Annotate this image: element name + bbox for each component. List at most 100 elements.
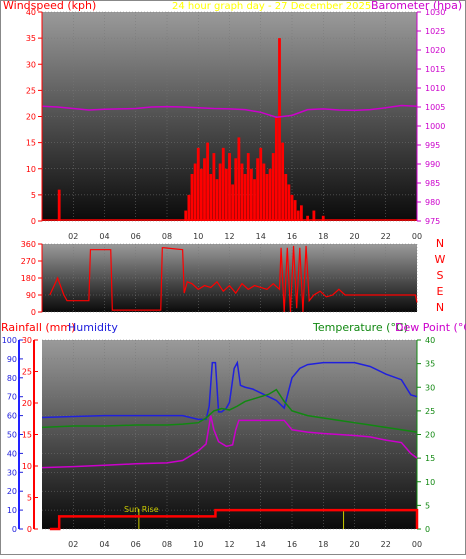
wind-y-tick-label: 15 [26, 139, 36, 148]
humidity-tick-label: 100 [2, 336, 17, 345]
temp-y-ticks: 0 5 10 15 20 25 30 35 40 [416, 336, 435, 534]
baro-y-tick-label: 975 [425, 217, 440, 226]
rain-tick-label: 20 [22, 399, 32, 408]
baro-y-tick-label: 1025 [425, 27, 445, 36]
wind-bar [268, 168, 272, 221]
wind-bar [293, 200, 297, 221]
dewpoint-axis-label: Dew Point (°C) [395, 321, 466, 334]
humidity-tick-label: 20 [7, 487, 17, 496]
wind-bar [184, 210, 188, 221]
wind-bar [209, 173, 213, 221]
temp-tick-label: 30 [425, 383, 435, 392]
baro-y-tick-label: 1000 [425, 122, 445, 131]
temp-x-tick-label: 14 [256, 540, 266, 549]
baro-y-tick-label: 1005 [425, 103, 445, 112]
wind-bar [253, 179, 256, 221]
baro-y-tick-label: 990 [425, 160, 440, 169]
temp-x-tick-label: 18 [318, 540, 328, 549]
temperature-line [41, 388, 418, 433]
wind-x-tick-label: 12 [224, 232, 234, 241]
wind-y-tick-label: 10 [26, 165, 36, 174]
wind-bar [274, 116, 278, 221]
rainfall-axis-label: Rainfall (mm) [1, 321, 75, 334]
baro-y-tick-label: 1010 [425, 84, 445, 93]
barometer-line [41, 104, 418, 119]
temp-x-tick-label: 02 [68, 540, 78, 549]
wind-bar [199, 168, 203, 221]
wind-bar [224, 168, 228, 221]
wind-x-tick-label: 08 [162, 232, 172, 241]
wind-bar [249, 168, 253, 221]
temp-x-tick-label: 16 [287, 540, 297, 549]
rain-tick-label: 5 [27, 494, 32, 503]
humidity-tick-label: 10 [7, 506, 17, 515]
sun-markers [138, 509, 345, 529]
baro-y-tick-label: 985 [425, 179, 440, 188]
wind-x-tick-label: 14 [256, 232, 266, 241]
compass-letter: N [436, 237, 444, 250]
wind-bar [206, 142, 210, 221]
wind-bar [57, 189, 61, 221]
direction-y-ticks: 0 90 180 270 360 [21, 240, 43, 317]
humidity-y-ticks: 0 10 20 30 40 50 60 70 80 90 100 [2, 336, 23, 534]
baro-y-tick-label: 995 [425, 141, 440, 150]
wind-bar [215, 179, 219, 221]
temp-x-tick-label: 00 [412, 540, 422, 549]
compass-letter: S [437, 269, 444, 282]
temp-tick-label: 35 [425, 360, 435, 369]
wind-bar [234, 158, 238, 221]
temp-x-ticks: 02 04 06 08 10 12 14 16 18 20 22 00 [68, 540, 422, 549]
rain-y-ticks: 0 5 10 15 20 25 30 [22, 336, 38, 534]
wind-bar [290, 194, 294, 221]
humidity-tick-label: 80 [7, 374, 17, 383]
direction-tick-label: 0 [31, 308, 36, 317]
temperature-axis-label: Temperature (°C) [312, 321, 408, 334]
humidity-tick-label: 70 [7, 393, 17, 402]
temp-tick-label: 40 [425, 336, 435, 345]
wind-x-tick-label: 20 [349, 232, 359, 241]
baro-y-tick-label: 980 [425, 198, 440, 207]
compass-letter: E [437, 285, 444, 298]
humidity-tick-label: 60 [7, 412, 17, 421]
baro-axis-label: Barometer (hpa) [371, 0, 462, 12]
wind-x-tick-label: 22 [381, 232, 391, 241]
rain-tick-label: 0 [27, 525, 32, 534]
humidity-tick-label: 90 [7, 355, 17, 364]
temp-x-tick-label: 10 [193, 540, 203, 549]
wind-y-tick-label: 25 [26, 86, 36, 95]
baro-y-ticks: 975 980 985 990 995 1000 1005 1010 1015 1020 1025 1… [416, 8, 445, 226]
sun-rise-label: Sun Rise [124, 505, 159, 514]
temp-tick-label: 10 [425, 478, 435, 487]
wind-x-tick-label: 04 [99, 232, 109, 241]
compass-letter: N [436, 301, 444, 314]
wind-bar [262, 163, 266, 221]
baro-y-tick-label: 1030 [425, 8, 445, 17]
wind-axis-label: Windspeed (kph) [3, 0, 96, 12]
direction-tick-label: 90 [26, 291, 36, 300]
temp-tick-label: 15 [425, 454, 435, 463]
wind-bar [218, 163, 222, 221]
wind-bar [256, 158, 260, 221]
rain-tick-label: 15 [22, 431, 32, 440]
wind-bar [221, 147, 225, 221]
humidity-axis-label: Humidity [68, 321, 118, 334]
humidity-tick-label: 40 [7, 449, 17, 458]
wind-direction-line [49, 245, 418, 313]
wind-y-tick-label: 5 [31, 191, 36, 200]
temp-x-tick-label: 20 [349, 540, 359, 549]
wind-bar [281, 142, 285, 221]
rain-tick-label: 25 [22, 368, 32, 377]
wind-bar [278, 38, 281, 221]
wind-x-tick-label: 18 [318, 232, 328, 241]
temp-x-tick-label: 22 [381, 540, 391, 549]
wind-y-tick-label: 40 [26, 8, 36, 17]
compass-letter: W [435, 253, 446, 266]
wind-bar [321, 215, 325, 221]
chart-title: 24 hour graph day - 27 December 2025 [172, 1, 371, 12]
temp-tick-label: 20 [425, 431, 435, 440]
wind-bar [306, 215, 310, 221]
baro-y-tick-label: 1020 [425, 46, 445, 55]
